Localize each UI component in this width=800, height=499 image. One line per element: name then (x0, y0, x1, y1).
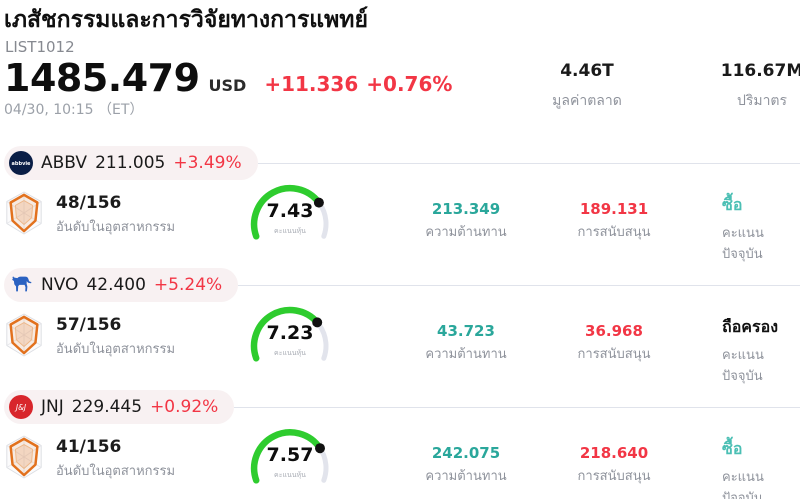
index-symbol[interactable]: LIST1012 (5, 38, 75, 56)
current-rating-value: ซื้อ (722, 439, 743, 458)
stock-list: abbvie ABBV 211.005 +3.49% 48/156 อัน (0, 143, 800, 499)
stock-score-gauge: 7.43 คะแนนหุ้น (242, 179, 338, 249)
support-column: 218.640 การสนับสนุน (534, 444, 694, 486)
stock-row: abbvie ABBV 211.005 +3.49% 48/156 อัน (0, 143, 800, 265)
stock-change-percent: +5.24% (153, 275, 223, 295)
industry-rank-label: อันดับในอุตสาหกรรม (56, 220, 176, 235)
market-cap-stat: 4.46T มูลค่าตลาด (517, 61, 657, 112)
stock-row-header: abbvie ABBV 211.005 +3.49% (4, 146, 800, 180)
stock-price: 211.005 (95, 153, 166, 173)
stock-ticker: NVO (41, 275, 79, 295)
industry-rank-badge-icon (3, 189, 45, 241)
stock-change-percent: +0.92% (150, 397, 219, 417)
stock-score-value: 7.43 (266, 200, 314, 222)
resistance-column: 242.075 ความต้านทาน (386, 444, 546, 486)
stock-price: 229.445 (71, 397, 143, 417)
svg-text:J&J: J&J (14, 403, 26, 412)
stock-row: J&J JNJ 229.445 +0.92% 41/156 อันดับใ (0, 387, 800, 499)
current-rating-value: ซื้อ (722, 195, 743, 214)
index-change-absolute: +11.336 (264, 72, 359, 96)
resistance-value: 242.075 (431, 444, 501, 462)
stock-row: NVO 42.400 +5.24% 57/156 อันดับในอุตสาหก… (0, 265, 800, 387)
svg-text:abbvie: abbvie (12, 161, 32, 167)
market-cap-value: 4.46T (560, 61, 614, 81)
current-rating-value: ถือครอง (722, 317, 779, 336)
stock-row-header: NVO 42.400 +5.24% (4, 268, 800, 302)
currency-label: USD (208, 76, 247, 95)
row-divider (238, 284, 800, 286)
industry-rank-badge-icon (3, 433, 45, 485)
resistance-label: ความต้านทาน (425, 469, 507, 484)
stock-symbol-pill[interactable]: J&J JNJ 229.445 +0.92% (4, 390, 235, 424)
index-price: 1485.479 (4, 56, 200, 100)
current-rating-label: คะแนนปัจจุบัน (722, 348, 764, 384)
stock-score-label: คะแนนหุ้น (274, 349, 306, 357)
stock-ticker: JNJ (41, 397, 64, 417)
volume-stat: 116.67M ปริมาตร (692, 61, 800, 112)
industry-rank-value: 48/156 (56, 193, 122, 213)
support-column: 36.968 การสนับสนุน (534, 322, 694, 364)
industry-rank-label: อันดับในอุตสาหกรรม (56, 342, 176, 357)
gauge-arc (242, 423, 338, 497)
index-change-percent: +0.76% (366, 72, 453, 96)
stock-score-gauge: 7.23 คะแนนหุ้น (242, 301, 338, 371)
stock-price: 42.400 (86, 275, 146, 295)
stock-score-value: 7.23 (266, 322, 314, 344)
novo-nordisk-bull-icon (9, 273, 33, 297)
support-value: 218.640 (579, 444, 649, 462)
stock-score-value: 7.57 (266, 444, 314, 466)
index-price-row: 1485.479 USD +11.336 +0.76% (4, 56, 452, 100)
page-title: เภสัชกรรมและการวิจัยทางการแพทย์ (4, 7, 368, 33)
support-label: การสนับสนุน (577, 347, 651, 362)
industry-rank-value: 57/156 (56, 315, 122, 335)
stock-score-label: คะแนนหุ้น (274, 471, 306, 479)
jnj-logo-icon: J&J (9, 395, 33, 419)
stock-row-header: J&J JNJ 229.445 +0.92% (4, 390, 800, 424)
current-rating-column: ซื้อ คะแนนปัจจุบัน (722, 437, 798, 499)
abbvie-logo-icon: abbvie (9, 151, 33, 175)
industry-rank-label: อันดับในอุตสาหกรรม (56, 464, 176, 479)
resistance-value: 213.349 (431, 200, 501, 218)
volume-label: ปริมาตร (736, 93, 788, 109)
stock-change-percent: +3.49% (173, 153, 242, 173)
gauge-arc (242, 179, 338, 253)
resistance-value: 43.723 (437, 322, 495, 340)
resistance-label: ความต้านทาน (425, 225, 507, 240)
gauge-arc (242, 301, 338, 375)
volume-value: 116.67M (720, 61, 800, 81)
resistance-column: 213.349 ความต้านทาน (386, 200, 546, 242)
resistance-column: 43.723 ความต้านทาน (386, 322, 546, 364)
support-label: การสนับสนุน (577, 469, 651, 484)
stock-ticker: ABBV (41, 153, 88, 173)
stock-symbol-pill[interactable]: NVO 42.400 +5.24% (4, 268, 239, 302)
support-value: 189.131 (579, 200, 649, 218)
industry-rank-value: 41/156 (56, 437, 122, 457)
quote-timestamp: 04/30, 10:15 （ET） (4, 102, 144, 118)
current-rating-column: ซื้อ คะแนนปัจจุบัน (722, 193, 798, 264)
support-value: 36.968 (585, 322, 643, 340)
industry-rank-block: 48/156 อันดับในอุตสาหกรรม (56, 193, 175, 237)
industry-rank-block: 41/156 อันดับในอุตสาหกรรม (56, 437, 175, 481)
resistance-label: ความต้านทาน (425, 347, 507, 362)
industry-rank-block: 57/156 อันดับในอุตสาหกรรม (56, 315, 175, 359)
row-divider (257, 162, 800, 164)
current-rating-column: ถือครอง คะแนนปัจจุบัน (722, 315, 798, 386)
stock-score-label: คะแนนหุ้น (274, 227, 306, 235)
industry-rank-badge-icon (3, 311, 45, 363)
market-cap-label: มูลค่าตลาด (552, 93, 622, 109)
current-rating-label: คะแนนปัจจุบัน (722, 470, 764, 499)
stock-score-gauge: 7.57 คะแนนหุ้น (242, 423, 338, 493)
support-column: 189.131 การสนับสนุน (534, 200, 694, 242)
stock-symbol-pill[interactable]: abbvie ABBV 211.005 +3.49% (4, 146, 258, 180)
row-divider (234, 406, 800, 408)
support-label: การสนับสนุน (577, 225, 651, 240)
current-rating-label: คะแนนปัจจุบัน (722, 226, 764, 262)
